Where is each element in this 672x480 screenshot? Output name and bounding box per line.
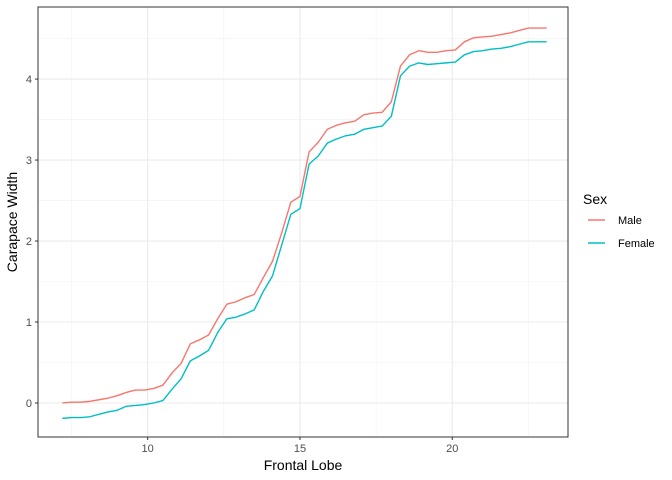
panel-background — [38, 7, 568, 437]
y-axis: 0 1 2 3 4 — [26, 74, 38, 410]
legend-label: Male — [618, 215, 642, 227]
legend-item-female: Female — [588, 238, 655, 250]
major-gridlines — [38, 7, 568, 437]
legend-items: Male Female — [588, 215, 655, 250]
plot-area — [37, 6, 569, 438]
y-tick-label: 0 — [26, 398, 32, 410]
y-tick-label: 1 — [26, 317, 32, 329]
y-tick-label: 4 — [26, 74, 32, 86]
panel-border — [37, 6, 569, 438]
x-axis: 10 15 20 — [142, 437, 458, 455]
x-tick-label: 10 — [142, 443, 154, 455]
x-tick-label: 15 — [294, 443, 306, 455]
legend-item-male: Male — [588, 215, 642, 227]
y-tick-label: 2 — [26, 236, 32, 248]
legend-label: Female — [618, 238, 655, 250]
x-tick-label: 20 — [446, 443, 458, 455]
legend-title: Sex — [583, 191, 607, 207]
x-axis-title: Frontal Lobe — [264, 457, 343, 473]
series-lines — [62, 27, 547, 420]
series-line-female — [62, 41, 547, 420]
y-axis-title: Carapace Width — [4, 172, 20, 272]
y-tick-label: 3 — [26, 155, 32, 167]
series-line-male — [62, 27, 547, 404]
legend: Sex Male Female — [583, 191, 655, 250]
